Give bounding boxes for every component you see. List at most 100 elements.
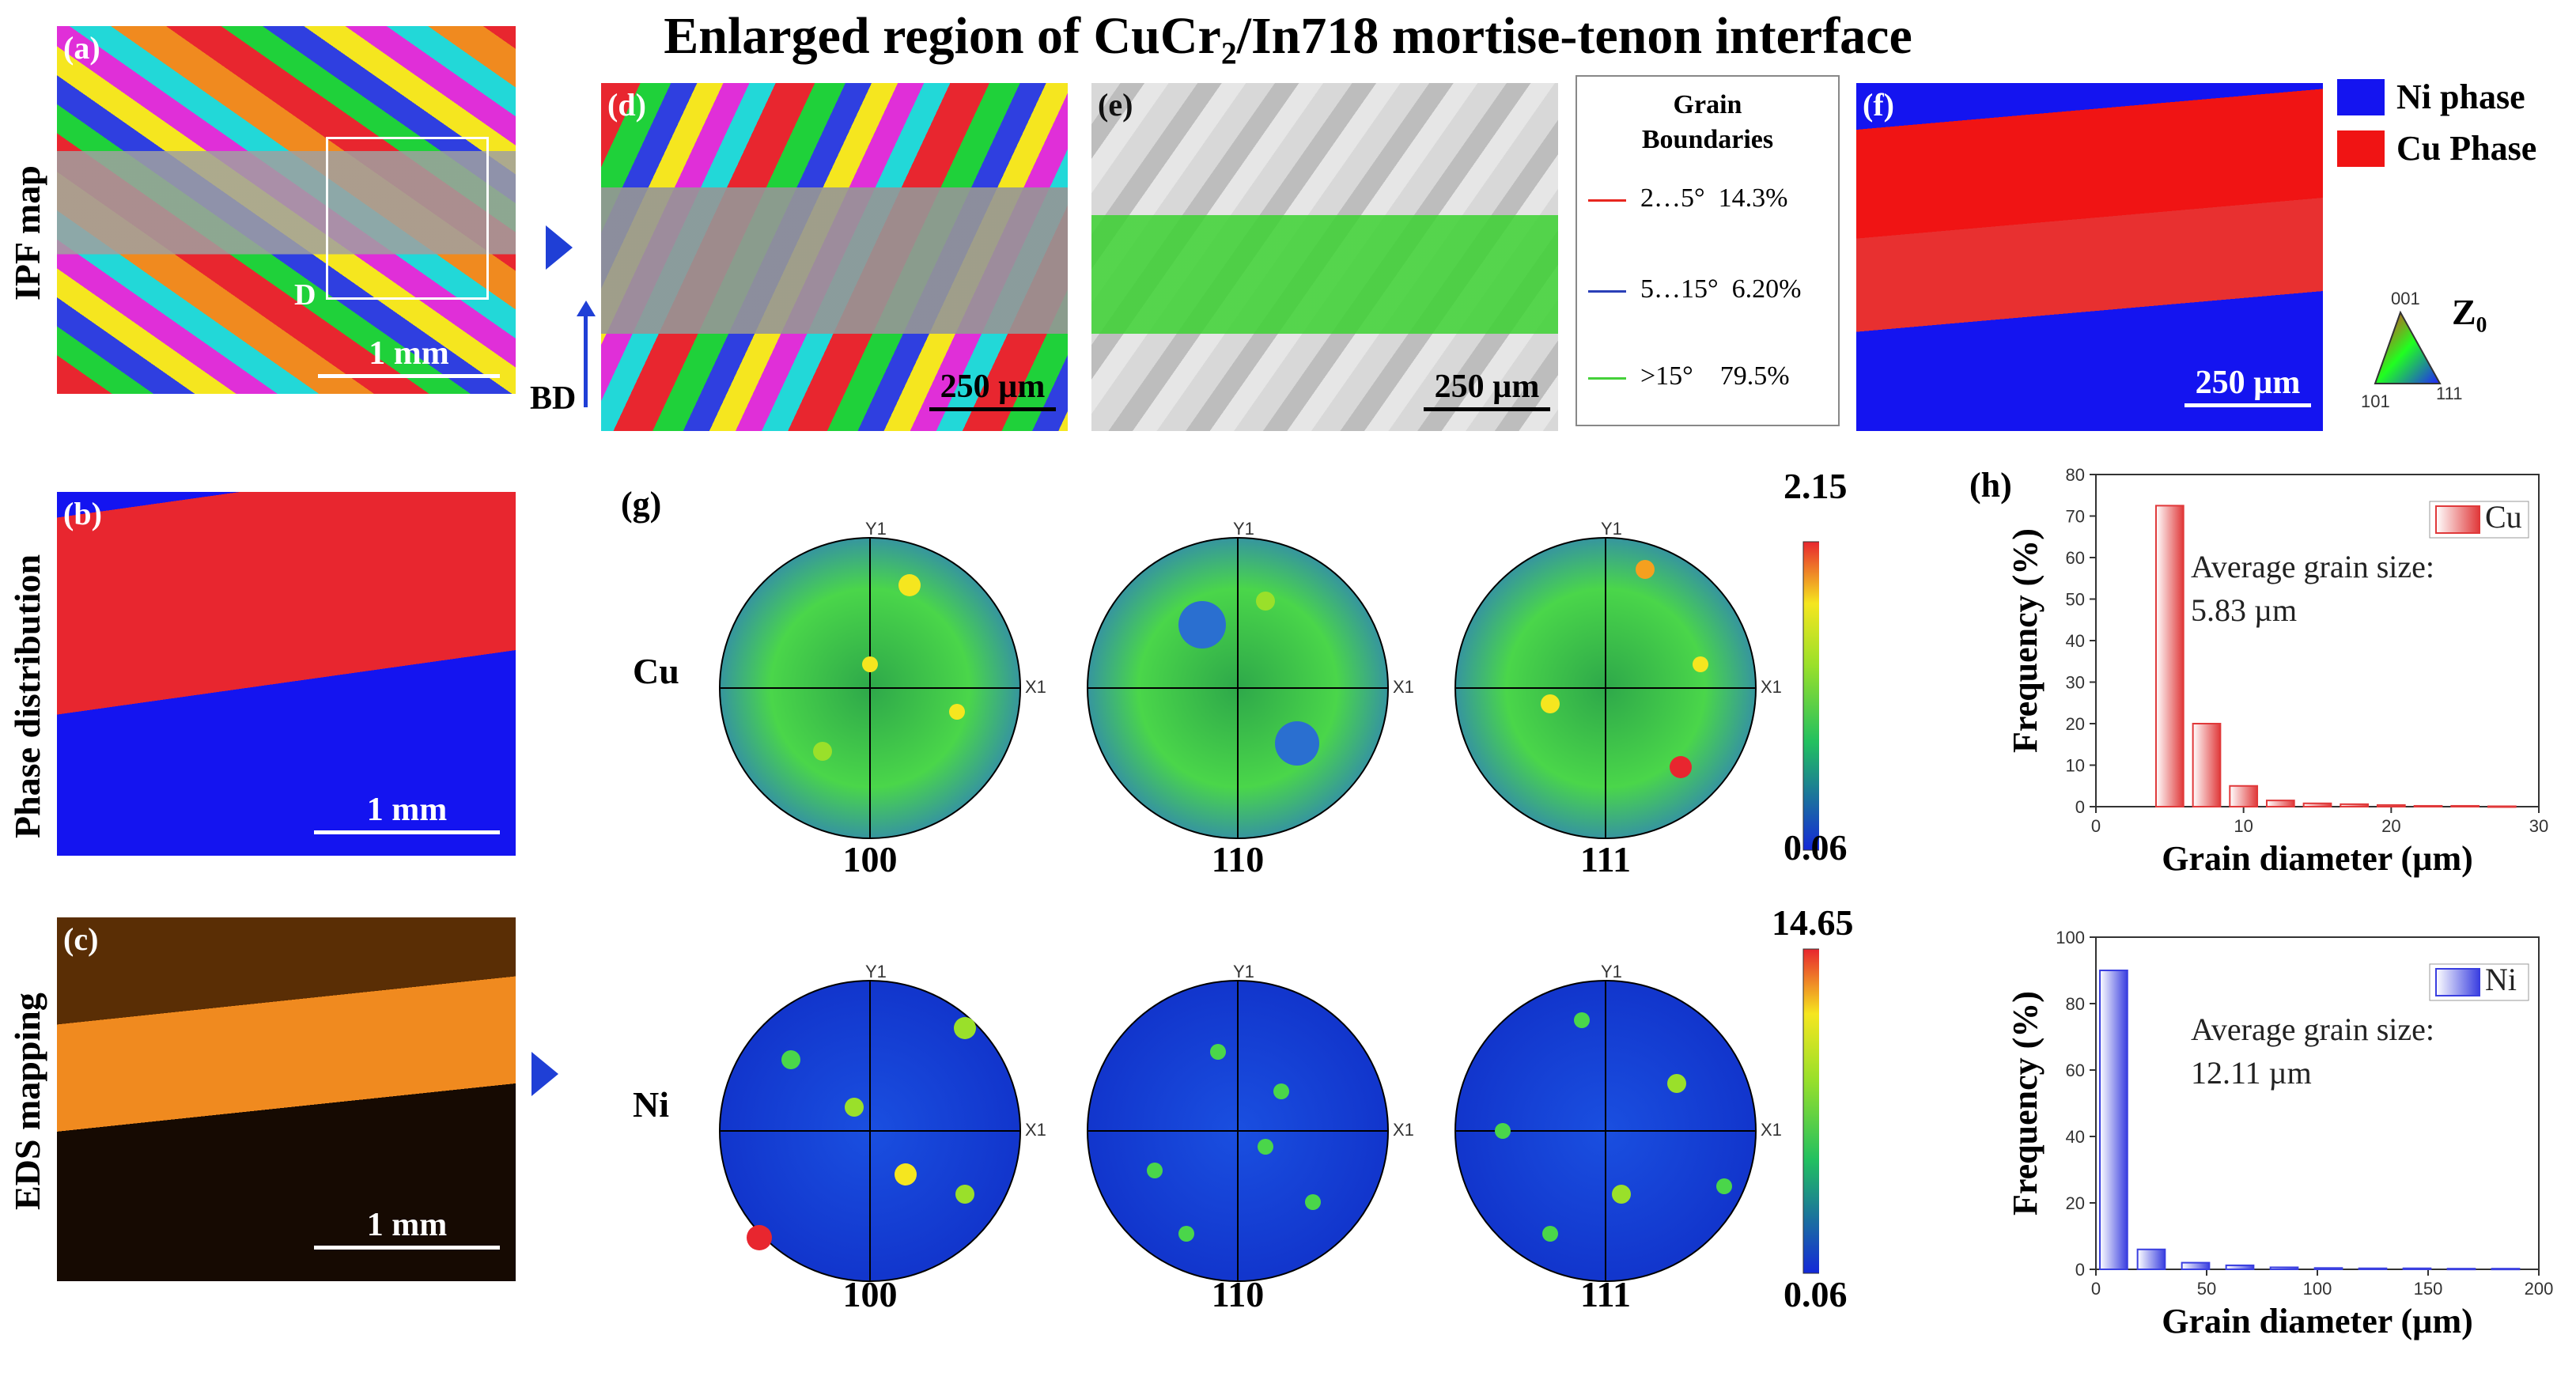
ni-hist-xtick-label: 150 — [2414, 1279, 2443, 1299]
scale-bar-c: 1 mm — [314, 1206, 500, 1250]
colorbar-cu-min: 0.06 — [1784, 827, 1848, 868]
bd-arrow-icon — [584, 312, 588, 407]
plane-label-cu-110: 110 — [1211, 839, 1265, 879]
legend-range-mid: 5…15° — [1640, 274, 1719, 304]
ni-phase-swatch — [2337, 79, 2385, 115]
plane-label-cu-100: 100 — [842, 839, 898, 879]
cu-hist-bar — [2450, 804, 2480, 808]
ni-hist-legend-swatch — [2435, 968, 2480, 996]
ni-hist-ylabel: Frequency (%) — [2006, 991, 2045, 1216]
cu-hist-xtick-label: 20 — [2381, 816, 2400, 836]
cu-hist-legend-label: Cu — [2485, 499, 2522, 535]
axis-x1-cu-110: X1 — [1393, 677, 1414, 697]
ni-hist-ytick-label: 60 — [2066, 1061, 2085, 1080]
ni-hist-bar — [2313, 1267, 2343, 1271]
axis-x1-cu-111: X1 — [1761, 677, 1782, 697]
axis-y1-cu-100: Y1 — [865, 519, 887, 539]
ni-hist-annotation-line2: 12.11 µm — [2191, 1055, 2312, 1091]
plane-label-ni-100: 100 — [842, 1274, 898, 1314]
ni-phase-label: Ni phase — [2396, 78, 2525, 116]
panel-label-a: (a) — [63, 30, 100, 66]
cu-hist-bar — [2376, 804, 2406, 807]
ipf-map-panel-a: (a) D 1 mm — [57, 26, 516, 394]
ipf-key-101: 101 — [2361, 391, 2390, 411]
colorbar-cu — [1802, 541, 1819, 851]
ipf-key-title: Z₀ — [2452, 292, 2487, 332]
panel-label-d: (d) — [607, 87, 646, 123]
ni-hist-ytick-label: 20 — [2066, 1193, 2085, 1213]
ni-hist-xtick-label: 200 — [2525, 1279, 2554, 1299]
pole-figure-ni-110: Y1 X1 — [1087, 962, 1414, 1282]
pole-figure-cu-110: Y1 X1 — [1087, 519, 1414, 839]
panel-label-h: (h) — [1969, 466, 2012, 505]
pole-figure-ni-111: Y1 X1 — [1454, 962, 1782, 1282]
axis-y1-ni-110: Y1 — [1233, 962, 1254, 981]
scale-bar-text-f: 250 µm — [2195, 365, 2301, 401]
legend-pct-low: 14.3% — [1718, 183, 1788, 213]
axis-y1-ni-100: Y1 — [865, 962, 887, 981]
cu-hist-xlabel: Grain diameter (µm) — [2162, 839, 2473, 878]
legend-row-mid: 5…15° 6.20% — [1588, 274, 1801, 304]
scale-bar-text-a: 1 mm — [369, 335, 449, 372]
panel-label-e: (e) — [1098, 87, 1133, 123]
scale-bar-text-e: 250 µm — [1434, 369, 1540, 405]
histogram-cu: 0 10 20 30 40 50 60 70 80 0 10 20 30 Frequency (%) Gra… — [2006, 465, 2548, 878]
phase-panel-f: (f) 250 µm — [1856, 83, 2323, 431]
colorbar-ni — [1802, 948, 1819, 1274]
colorbar-cu-max: 2.15 — [1784, 466, 1848, 506]
legend-row-low: 2…5° 14.3% — [1588, 183, 1787, 214]
axis-y1-cu-111: Y1 — [1601, 519, 1622, 539]
cu-hist-ytick-label: 60 — [2066, 548, 2085, 568]
axis-y1-cu-110: Y1 — [1233, 519, 1254, 539]
ni-hist-xtick-label: 50 — [2197, 1279, 2216, 1299]
cu-hist-bar — [2154, 505, 2184, 807]
cu-hist-ytick-label: 0 — [2075, 797, 2085, 817]
cu-hist-ytick-label: 40 — [2066, 631, 2085, 651]
axis-x1-ni-111: X1 — [1761, 1120, 1782, 1140]
ni-hist-bar — [2099, 970, 2128, 1270]
legend-row-high: >15° 79.5% — [1588, 361, 1790, 391]
cu-hist-ylabel: Frequency (%) — [2006, 528, 2045, 753]
histogram-ni: 0 20 40 60 80 100 0 50 100 150 200 Frequency (%) Gra… — [2006, 928, 2554, 1341]
plane-label-ni-110: 110 — [1211, 1274, 1265, 1314]
legend-swatch-green — [1588, 376, 1626, 380]
colorbar-ni-max: 14.65 — [1772, 902, 1854, 943]
ni-hist-xlabel: Grain diameter (µm) — [2162, 1302, 2473, 1341]
cu-hist-legend-box — [2429, 501, 2529, 539]
ni-hist-xtick-label: 0 — [2091, 1279, 2101, 1299]
cu-hist-legend-swatch — [2435, 505, 2480, 534]
ipf-triangle-icon — [2374, 310, 2442, 384]
pole-figure-cu-100: Y1 X1 — [719, 519, 1046, 839]
ni-hist-xtick-label: 100 — [2303, 1279, 2332, 1299]
ni-hist-ytick-label: 100 — [2056, 928, 2085, 947]
ni-hist-bar — [2225, 1264, 2255, 1270]
cu-hist-bar — [2302, 802, 2332, 807]
cu-hist-ytick-label: 70 — [2066, 507, 2085, 527]
eds-panel-c: (c) 1 mm — [57, 917, 516, 1281]
cu-hist-bar — [2229, 785, 2259, 807]
figure-title: Enlarged region of CuCr₂/In718 mortise-t… — [664, 7, 1912, 65]
plane-label-ni-111: 111 — [1580, 1274, 1631, 1314]
scale-bar-d: 250 µm — [929, 368, 1056, 411]
scale-bar-text-c: 1 mm — [366, 1207, 448, 1243]
ni-hist-ytick-label: 40 — [2066, 1127, 2085, 1147]
ni-hist-bar — [2136, 1248, 2166, 1270]
pole-figures: Y1 X1 Y1 X1 Y1 X1 Y1 X1 Y1 X1 — [719, 519, 1819, 1282]
ni-hist-legend-label: Ni — [2485, 962, 2517, 997]
bd-arrow-head-icon — [577, 301, 596, 316]
legend-swatch-red — [1588, 199, 1626, 202]
grain-boundaries-legend: Grain Boundaries 2…5° 14.3% 5…15° 6.20% … — [1575, 75, 1840, 426]
ipf-color-key: 001 101 111 Z₀ — [2361, 289, 2487, 411]
arrow-right-icon — [546, 225, 573, 270]
arrow-right-icon-2 — [531, 1052, 558, 1096]
legend-range-high: >15° — [1640, 361, 1693, 391]
cu-hist-ytick-label: 80 — [2066, 465, 2085, 485]
ni-hist-bar — [2181, 1261, 2211, 1271]
legend-title-line2: Boundaries — [1641, 125, 1774, 154]
cu-hist-bar — [2265, 800, 2295, 807]
scale-bar-f: 250 µm — [2184, 364, 2311, 407]
legend-range-low: 2…5° — [1640, 183, 1705, 213]
cu-hist-bar — [2192, 723, 2222, 807]
zoom-region-box — [326, 137, 489, 300]
cu-hist-annotation-line1: Average grain size: — [2191, 549, 2434, 584]
